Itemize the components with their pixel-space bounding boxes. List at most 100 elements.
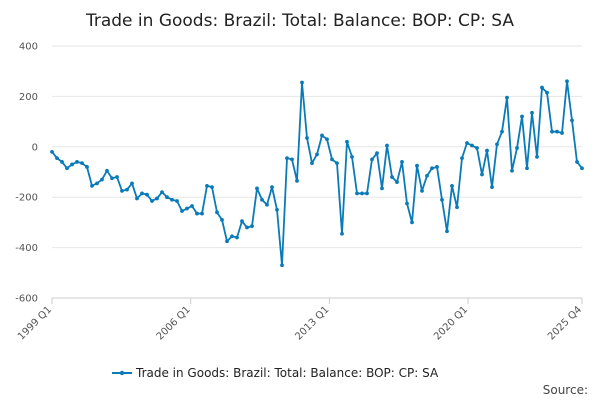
data-point [345, 139, 349, 144]
data-point [310, 161, 314, 166]
series-layer [50, 79, 584, 268]
data-point [50, 149, 54, 154]
data-point [500, 129, 504, 134]
data-point [395, 180, 399, 184]
data-point [535, 154, 539, 159]
data-point [160, 190, 164, 195]
data-point [560, 131, 564, 135]
data-point [230, 234, 234, 239]
data-point [325, 137, 329, 142]
data-point [175, 199, 179, 203]
data-point [260, 197, 264, 202]
data-point [340, 231, 344, 236]
data-point [375, 151, 379, 156]
data-point [330, 157, 334, 162]
data-point [265, 202, 269, 207]
data-point [565, 79, 569, 84]
data-point [320, 133, 324, 138]
data-point [315, 152, 319, 157]
data-point [420, 189, 424, 193]
data-point [245, 225, 249, 230]
data-point [455, 205, 459, 210]
data-point [215, 210, 219, 215]
data-point [150, 199, 154, 203]
data-point [360, 191, 364, 196]
series-line [51, 80, 583, 267]
data-point [90, 183, 94, 188]
data-point [415, 163, 419, 168]
data-point [105, 168, 109, 173]
data-point [505, 95, 509, 100]
data-point [290, 157, 294, 162]
data-point [165, 195, 169, 200]
data-point [295, 178, 299, 183]
data-point [225, 239, 229, 244]
data-point [435, 165, 439, 169]
y-tick-label: 400 [19, 42, 38, 53]
legend-swatch-marker [119, 370, 125, 376]
data-point [530, 110, 534, 115]
data-point [390, 175, 394, 179]
data-point [255, 186, 259, 191]
data-point [460, 156, 464, 161]
y-tick-label: -400 [15, 243, 38, 254]
data-point [55, 156, 59, 161]
data-point [145, 192, 149, 197]
data-point [380, 186, 384, 191]
data-point [65, 166, 69, 171]
x-tick-label: 2013 Q1 [293, 304, 331, 342]
data-point [210, 185, 214, 190]
data-point [280, 263, 284, 268]
data-point [185, 206, 189, 211]
data-point [140, 191, 144, 196]
data-point [385, 143, 389, 148]
data-point [450, 183, 454, 188]
data-point [525, 166, 529, 171]
data-point [480, 172, 484, 177]
data-point [405, 201, 409, 206]
data-point [285, 156, 289, 161]
data-point [180, 209, 184, 213]
data-point [570, 118, 574, 123]
y-tick-label: -200 [15, 193, 38, 204]
data-point [205, 183, 209, 188]
data-point [80, 161, 84, 166]
data-point [470, 143, 474, 148]
data-point [510, 168, 514, 173]
data-point [430, 166, 434, 171]
data-point [575, 160, 579, 164]
data-point [370, 157, 374, 162]
x-tick-label: 2020 Q1 [432, 304, 470, 342]
data-point [250, 224, 254, 229]
data-point [400, 160, 404, 164]
y-tick-label: 200 [19, 92, 38, 103]
data-point [190, 204, 194, 208]
data-point [195, 211, 199, 216]
data-point [100, 177, 104, 182]
data-point [410, 220, 414, 225]
source-label: Source: [543, 383, 588, 397]
data-point [70, 162, 74, 167]
data-point [520, 114, 524, 119]
data-point [200, 211, 204, 216]
data-point [465, 141, 469, 145]
data-point [155, 196, 159, 201]
x-tick-label: 1999 Q1 [16, 304, 54, 342]
data-point [270, 185, 274, 190]
y-tick-label: 0 [32, 142, 38, 153]
data-point [85, 165, 89, 169]
data-point [130, 181, 134, 186]
data-point [350, 154, 354, 159]
data-point [555, 129, 559, 134]
data-point [540, 85, 544, 90]
data-point [115, 175, 119, 179]
data-point [580, 166, 584, 171]
y-tick-label: -600 [15, 294, 38, 305]
data-point [355, 191, 359, 196]
grid [52, 45, 582, 299]
data-point [75, 160, 79, 164]
data-point [495, 142, 499, 147]
data-point [485, 148, 489, 153]
data-point [220, 217, 224, 222]
